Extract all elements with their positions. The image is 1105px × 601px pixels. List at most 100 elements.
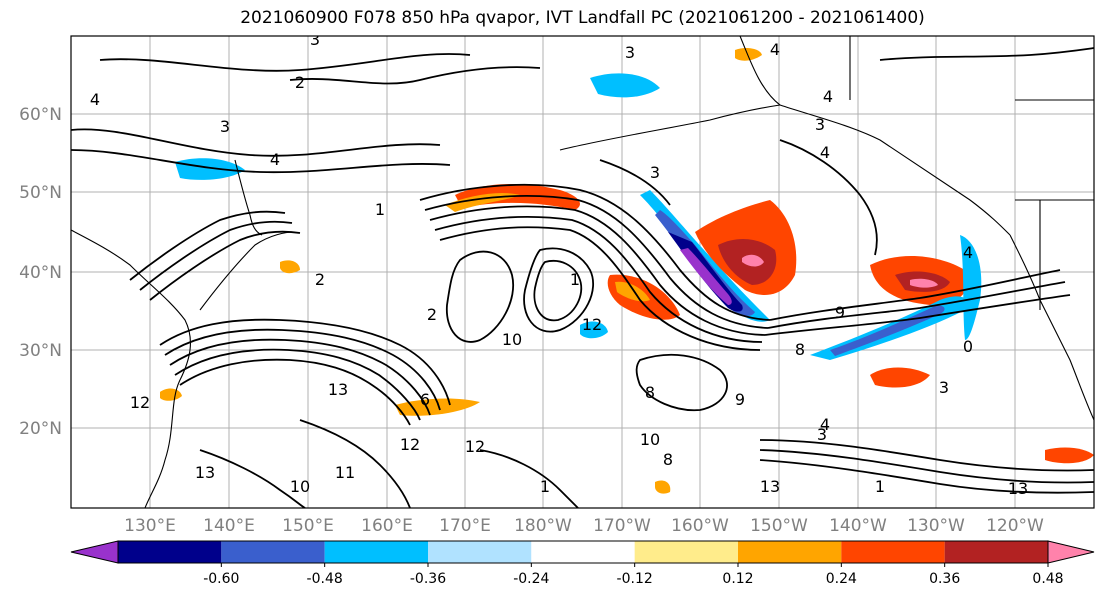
contour-label: 2 [295,73,305,92]
colorbar-tick-label: 0.36 [929,571,960,587]
neg-anomaly-patch [960,235,982,340]
contour-label: 13 [195,463,215,482]
lon-label: 170°W [593,516,651,536]
contour-line [164,328,441,411]
contour-line [199,449,306,508]
contour-label: 13 [760,477,780,496]
coastlines [71,36,1094,508]
colorbar-segment [221,541,325,563]
colorbar-segment [118,541,222,563]
contour-label: 4 [770,40,780,59]
contour-label: 2 [315,270,325,289]
map-frame [70,35,1095,509]
colorbar-segment [531,541,635,563]
colorbar-tick-label: -0.48 [307,571,343,587]
lon-label: 120°W [986,516,1044,536]
contour-label: 4 [820,143,830,162]
contour-line [533,260,583,322]
lon-label: 150°W [750,516,808,536]
colorbar-extend-min [70,540,119,564]
contour-line [767,281,1066,329]
pos-anomaly-patch [655,480,671,494]
coastline-asia [71,229,191,508]
contour-line [289,66,541,85]
contour-label: 3 [815,115,825,134]
contour-line [446,250,515,343]
lon-label: 130°W [907,516,965,536]
coastline-alaska [739,36,1011,236]
contour-line [169,338,431,416]
contour-label: 8 [663,450,673,469]
contour-label: 3 [939,378,949,397]
lon-label: 180°W [514,516,572,536]
longitude-labels: 130°E 140°E 150°E 160°E 170°E 180°W 170°W 160°W… [124,516,1044,536]
pos-anomaly-patch [870,367,930,388]
contour-label: 9 [835,303,845,322]
colorbar-tick-label: -0.36 [410,571,446,587]
contour-line [759,449,1094,484]
map-title: 2021060900 F078 850 hPa qvapor, IVT Land… [240,8,925,28]
colorbar-segment [841,541,945,563]
lat-label: 20°N [19,419,62,439]
borderline [849,36,1094,310]
colorbar-tick-label: 0.12 [722,571,753,587]
contour-label: 3 [625,43,635,62]
pos-anomaly-patch [735,47,762,61]
contour-label: 4 [823,87,833,106]
pos-anomaly-patch [615,281,650,302]
contour-label: 4 [270,150,280,169]
contour-label: 1 [875,477,885,496]
contour-label: 1 [540,477,550,496]
neg-anomaly-patch [175,158,245,180]
contour-line [159,318,451,406]
shading-layer [160,47,1094,494]
contour-label: 11 [335,463,355,482]
contour-line [149,230,301,301]
contour-line [99,53,471,72]
latitude-labels: 60°N 50°N 40°N 30°N 20°N [19,105,62,439]
contour-line [759,459,1094,494]
lon-label: 130°E [124,516,176,536]
colorbar-segment [428,541,532,563]
contour-label: 4 [90,90,100,109]
contour-label: 13 [328,380,348,399]
colorbar-extend-max [1047,540,1095,564]
contour-line [424,195,769,329]
contour-label: 3 [310,30,320,49]
contour-line [419,183,771,321]
colorbar-tick-label: 0.48 [1032,571,1063,587]
pos-anomaly-patch [910,278,938,288]
contour-label: 10 [290,477,310,496]
contour-line [299,419,411,508]
colorbar-frame [117,540,1049,564]
contour-line [174,348,421,421]
contour-line [759,439,1094,472]
contour-label: 10 [640,430,660,449]
contour-line [429,205,766,336]
contour-line [479,449,579,508]
lat-label: 40°N [19,263,62,283]
pos-anomaly-patch [160,388,182,401]
coastline-kamchatka [234,159,263,236]
contour-line [139,220,293,291]
contour-label: 12 [130,393,150,412]
contour-label: 6 [420,390,430,409]
contour-label: 2 [427,305,437,324]
contour-label: 1 [375,200,385,219]
contour-label: 9 [735,390,745,409]
neg-anomaly-patch [680,248,732,305]
colorbar-tick-label: -0.12 [617,571,653,587]
contour-label: 10 [502,330,522,349]
coastline-japan [199,231,296,311]
contour-label: 13 [1008,479,1028,498]
contour-label: 4 [820,415,830,434]
lat-label: 60°N [19,105,62,125]
contour-line [439,226,761,351]
contour-label: 3 [650,163,660,182]
contour-line [769,269,1061,321]
contour-label: 8 [645,383,655,402]
pos-anomaly-patch [445,193,520,212]
